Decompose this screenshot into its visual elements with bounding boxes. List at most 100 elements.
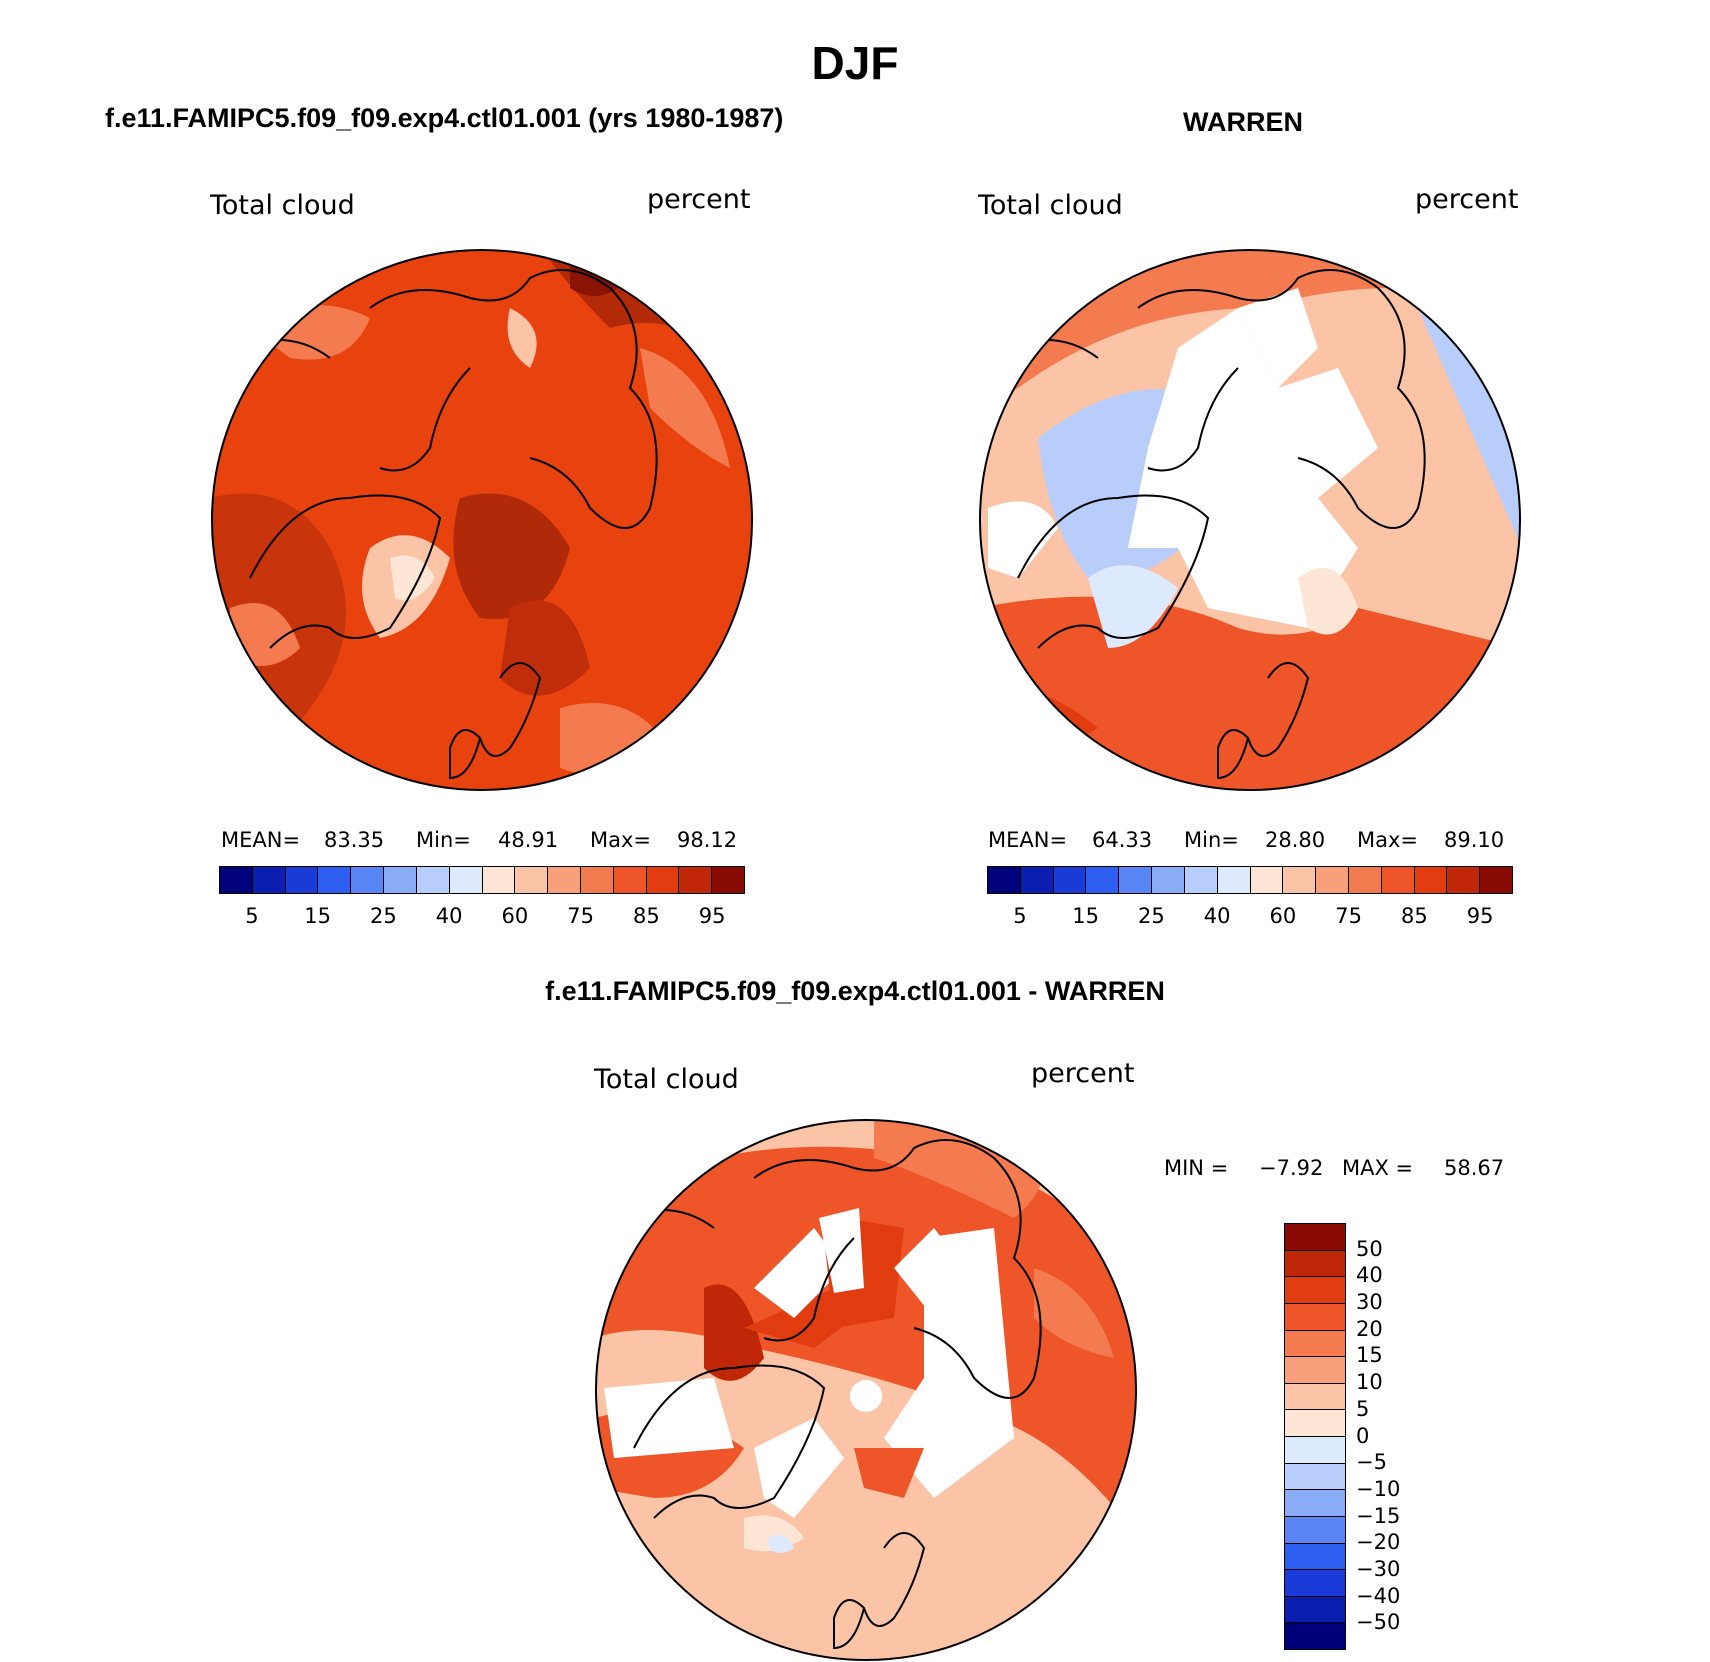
colorbar-swatch <box>1285 1330 1345 1358</box>
obs-variable-label: Total cloud <box>978 190 1123 221</box>
colorbar-tick-label: 85 <box>633 904 660 928</box>
colorbar-tick-label: 5 <box>245 904 259 928</box>
colorbar-tick-label: −5 <box>1356 1450 1387 1475</box>
colorbar-swatch <box>482 867 516 893</box>
colorbar-tick-label: 40 <box>435 904 463 928</box>
colorbar-swatch <box>252 867 286 893</box>
colorbar-swatch <box>1285 1383 1345 1411</box>
obs-max-label: Max= <box>1357 828 1419 852</box>
colorbar-swatch <box>1053 867 1087 893</box>
colorbar-tick-label: 10 <box>1356 1370 1383 1395</box>
colorbar-swatch <box>646 867 680 893</box>
colorbar-tick-label: −40 <box>1356 1583 1401 1608</box>
figure-title: DJF <box>811 37 899 89</box>
colorbar-tick-label: 60 <box>1269 904 1297 928</box>
model-min-value: 48.91 <box>498 828 559 852</box>
colorbar-swatch <box>679 867 713 893</box>
colorbar-swatch <box>1184 867 1218 893</box>
colorbar-tick-label: 0 <box>1356 1423 1370 1448</box>
diff-panel-title: f.e11.FAMIPC5.f09_f09.exp4.ctl01.001 - W… <box>545 976 1165 1006</box>
colorbar-tick-label: 15 <box>304 904 331 928</box>
colorbar-swatch <box>1316 867 1349 893</box>
colorbar-tick-label: −30 <box>1356 1556 1401 1581</box>
colorbar-swatch <box>1348 867 1382 893</box>
colorbar-tick-label: 5 <box>1013 904 1027 928</box>
colorbar-tick-label: 40 <box>1356 1263 1383 1288</box>
colorbar-tick-label: −10 <box>1356 1476 1401 1501</box>
colorbar-swatch <box>1250 867 1284 893</box>
colorbar-swatch <box>220 867 253 893</box>
diff-min-label: MIN = <box>1164 1156 1229 1180</box>
colorbar-swatch <box>515 867 549 893</box>
colorbar-swatch <box>1152 867 1185 893</box>
colorbar-tick-label: −15 <box>1356 1503 1401 1528</box>
colorbar-swatch <box>1285 1224 1345 1251</box>
colorbar-swatch <box>613 867 647 893</box>
colorbar-swatch <box>449 867 483 893</box>
colorbar-swatch <box>1285 1250 1345 1278</box>
diff-colorbar-ticks: 50 40 30 20 15 10 5 0 −5 −10 −15 −20 −30 −40 −50 <box>1356 1223 1436 1650</box>
obs-colorbar <box>987 866 1513 894</box>
colorbar-tick-label: 50 <box>1356 1236 1383 1261</box>
colorbar-tick-label: 25 <box>370 904 397 928</box>
colorbar-tick-label: −20 <box>1356 1530 1401 1555</box>
colorbar-swatch <box>1086 867 1120 893</box>
colorbar-swatch <box>1020 867 1054 893</box>
colorbar-swatch <box>580 867 614 893</box>
colorbar-tick-label: 75 <box>1335 904 1362 928</box>
colorbar-swatch <box>416 867 450 893</box>
colorbar-swatch <box>1285 1570 1345 1597</box>
colorbar-swatch <box>1285 1410 1345 1437</box>
diff-max-value: 58.67 <box>1444 1156 1505 1180</box>
colorbar-tick-label: 25 <box>1138 904 1165 928</box>
obs-polar-map <box>979 249 1521 791</box>
colorbar-swatch <box>1285 1463 1345 1491</box>
obs-min-label: Min= <box>1184 828 1239 852</box>
colorbar-tick-label: 40 <box>1203 904 1231 928</box>
model-min-label: Min= <box>416 828 471 852</box>
diff-min-value: −7.92 <box>1259 1156 1324 1180</box>
model-max-label: Max= <box>590 828 652 852</box>
obs-colorbar-ticks: 5 15 25 40 60 75 85 95 <box>987 904 1513 934</box>
colorbar-tick-label: 30 <box>1356 1290 1383 1315</box>
colorbar-tick-label: 20 <box>1356 1316 1383 1341</box>
colorbar-swatch <box>1414 867 1448 893</box>
obs-max-value: 89.10 <box>1444 828 1505 852</box>
colorbar-swatch <box>1447 867 1481 893</box>
colorbar-swatch <box>1285 1490 1345 1517</box>
colorbar-swatch <box>1285 1357 1345 1384</box>
colorbar-swatch <box>988 867 1021 893</box>
diff-polar-map <box>595 1119 1137 1661</box>
colorbar-swatch <box>1480 867 1512 893</box>
colorbar-tick-label: 5 <box>1356 1396 1370 1421</box>
colorbar-swatch <box>285 867 319 893</box>
model-variable-label: Total cloud <box>210 190 355 221</box>
diff-units-label: percent <box>1031 1058 1135 1089</box>
colorbar-swatch <box>1119 867 1153 893</box>
colorbar-swatch <box>384 867 417 893</box>
colorbar-swatch <box>1285 1516 1345 1544</box>
model-colorbar-ticks: 5 15 25 40 60 75 85 95 <box>219 904 745 934</box>
colorbar-swatch <box>1283 867 1317 893</box>
colorbar-tick-label: −50 <box>1356 1610 1401 1635</box>
colorbar-swatch <box>1217 867 1251 893</box>
model-mean-value: 83.35 <box>324 828 385 852</box>
obs-mean-label: MEAN= <box>988 828 1068 852</box>
obs-mean-value: 64.33 <box>1092 828 1153 852</box>
colorbar-swatch <box>318 867 352 893</box>
colorbar-swatch <box>1381 867 1415 893</box>
colorbar-swatch <box>712 867 744 893</box>
colorbar-tick-label: 95 <box>698 904 726 928</box>
colorbar-swatch <box>1285 1543 1345 1571</box>
colorbar-tick-label: 75 <box>567 904 594 928</box>
colorbar-swatch <box>1285 1437 1345 1464</box>
colorbar-swatch <box>1285 1596 1345 1624</box>
colorbar-tick-label: 60 <box>501 904 529 928</box>
model-panel-title: f.e11.FAMIPC5.f09_f09.exp4.ctl01.001 (yr… <box>105 103 784 133</box>
colorbar-swatch <box>1285 1303 1345 1331</box>
diff-variable-label: Total cloud <box>594 1064 739 1095</box>
colorbar-tick-label: 95 <box>1466 904 1494 928</box>
colorbar-swatch <box>1285 1623 1345 1649</box>
diff-max-label: MAX = <box>1342 1156 1414 1180</box>
obs-panel-title: WARREN <box>1183 107 1303 137</box>
